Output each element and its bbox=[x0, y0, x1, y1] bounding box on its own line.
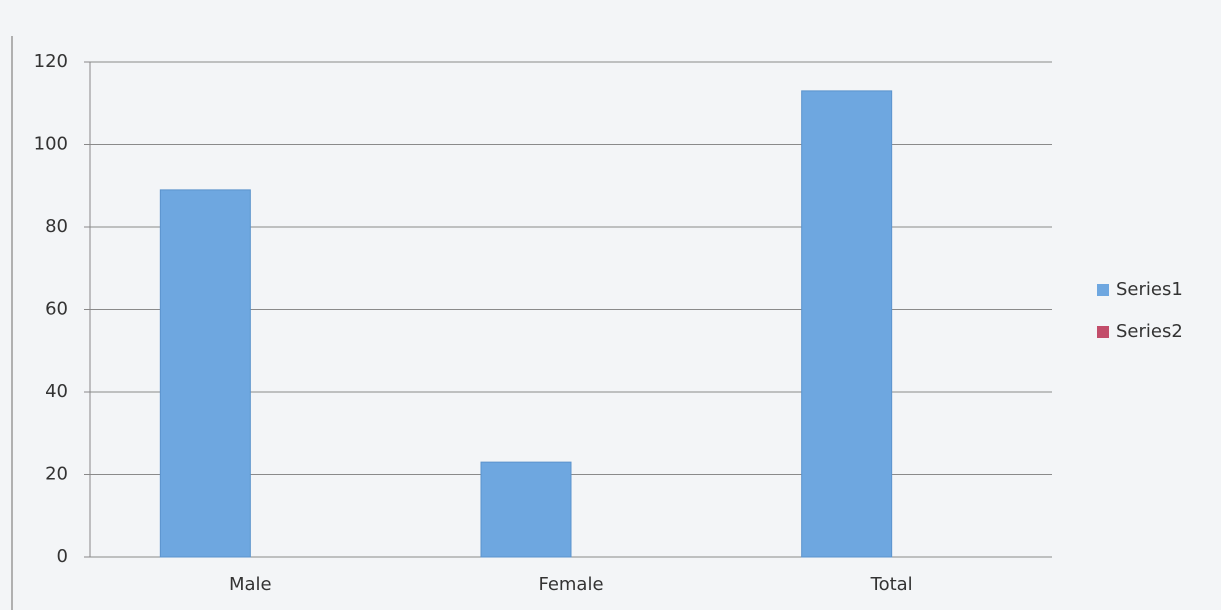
legend-label: Series1 bbox=[1116, 279, 1183, 300]
y-tick-label: 100 bbox=[34, 134, 68, 155]
legend-label: Series2 bbox=[1116, 321, 1183, 342]
y-tick-label: 20 bbox=[45, 464, 68, 485]
x-tick-label: Female bbox=[538, 574, 603, 595]
y-tick-label: 40 bbox=[45, 381, 68, 402]
y-tick-label: 80 bbox=[45, 216, 68, 237]
legend-swatch bbox=[1097, 284, 1109, 296]
bar bbox=[480, 461, 572, 558]
y-tick-label: 0 bbox=[57, 546, 68, 567]
x-tick-label: Male bbox=[229, 574, 272, 595]
legend-swatch bbox=[1097, 326, 1109, 338]
bar bbox=[801, 90, 893, 558]
y-tick-label: 60 bbox=[45, 299, 68, 320]
x-tick-label: Total bbox=[870, 574, 913, 595]
bar bbox=[159, 189, 251, 558]
y-tick-label: 120 bbox=[34, 51, 68, 72]
